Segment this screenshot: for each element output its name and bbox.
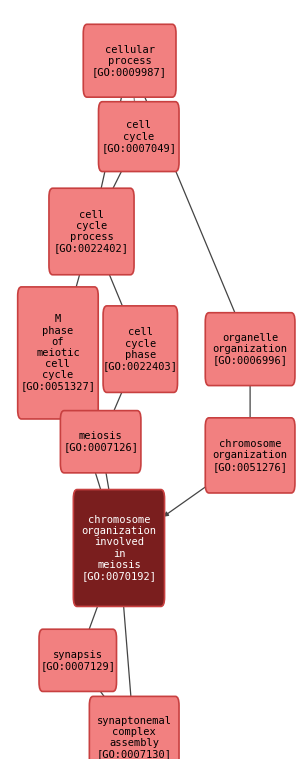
FancyBboxPatch shape	[89, 697, 179, 759]
FancyBboxPatch shape	[205, 417, 295, 493]
Text: cell
cycle
[GO:0007049]: cell cycle [GO:0007049]	[101, 121, 176, 153]
FancyBboxPatch shape	[103, 306, 178, 392]
FancyBboxPatch shape	[49, 188, 134, 275]
FancyBboxPatch shape	[18, 287, 98, 419]
FancyBboxPatch shape	[83, 24, 176, 97]
FancyBboxPatch shape	[205, 313, 295, 386]
Text: chromosome
organization
involved
in
meiosis
[GO:0070192]: chromosome organization involved in meio…	[81, 515, 156, 581]
Text: M
phase
of
meiotic
cell
cycle
[GO:0051327]: M phase of meiotic cell cycle [GO:005132…	[20, 314, 95, 392]
Text: cell
cycle
process
[GO:0022402]: cell cycle process [GO:0022402]	[54, 209, 129, 254]
FancyBboxPatch shape	[39, 629, 117, 691]
Text: meiosis
[GO:0007126]: meiosis [GO:0007126]	[63, 431, 138, 452]
Text: organelle
organization
[GO:0006996]: organelle organization [GO:0006996]	[213, 333, 288, 365]
FancyBboxPatch shape	[73, 490, 165, 606]
Text: chromosome
organization
[GO:0051276]: chromosome organization [GO:0051276]	[213, 439, 288, 471]
FancyBboxPatch shape	[60, 411, 141, 473]
Text: synaptonemal
complex
assembly
[GO:0007130]: synaptonemal complex assembly [GO:000713…	[97, 716, 172, 759]
Text: cell
cycle
phase
[GO:0022403]: cell cycle phase [GO:0022403]	[103, 327, 178, 371]
FancyBboxPatch shape	[99, 102, 179, 172]
Text: cellular
process
[GO:0009987]: cellular process [GO:0009987]	[92, 45, 167, 77]
Text: synapsis
[GO:0007129]: synapsis [GO:0007129]	[40, 650, 115, 671]
